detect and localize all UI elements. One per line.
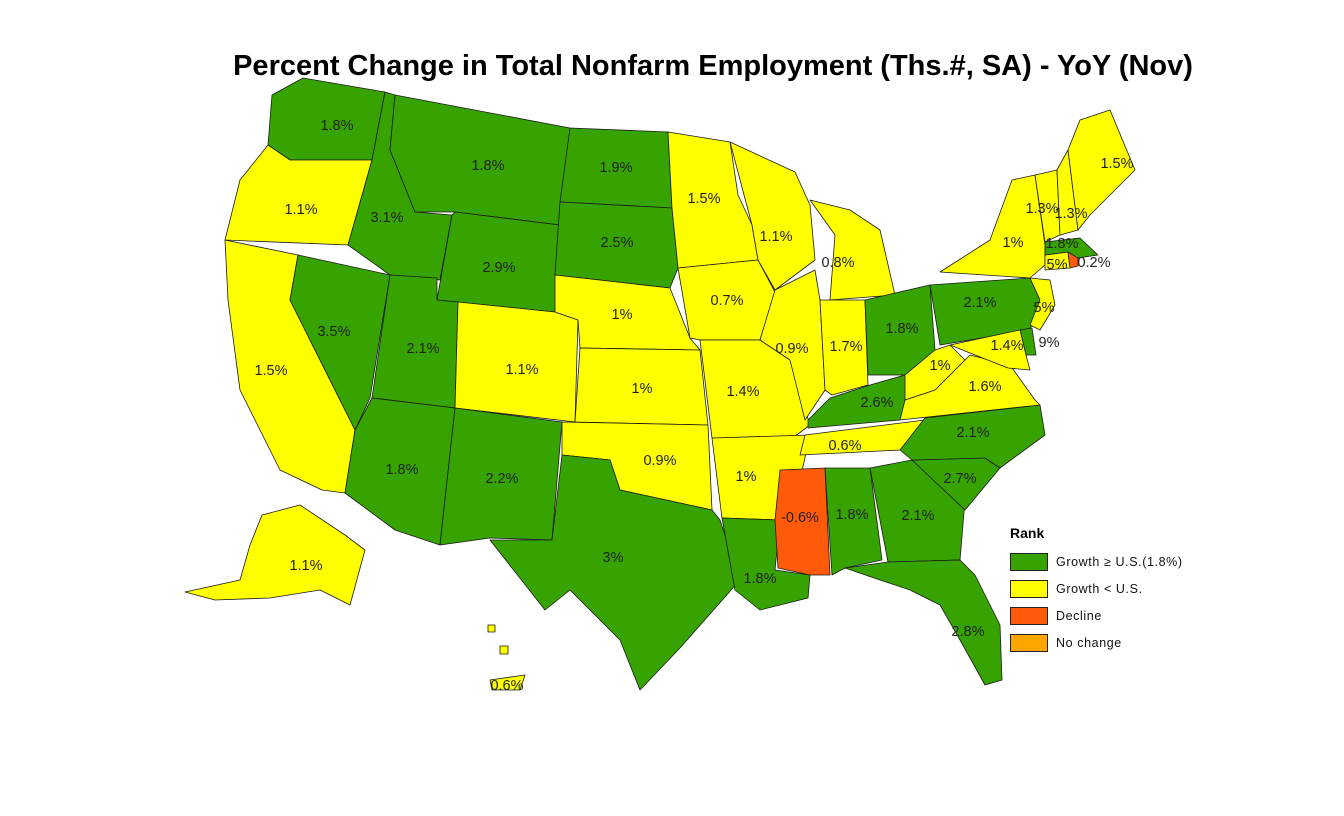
state-label-hi: 0.6% (490, 678, 523, 694)
state-wi (729, 141, 816, 291)
state-label-nm: 2.2% (485, 471, 518, 487)
state-label-sd: 2.5% (600, 235, 633, 251)
legend-item-above-us: Growth ≥ U.S.(1.8%) (1010, 548, 1183, 575)
state-fl (844, 559, 1003, 686)
state-label-nv: 3.5% (317, 324, 350, 340)
state-label-la: 1.8% (743, 571, 776, 587)
state-label-ri: 0.2% (1077, 255, 1110, 271)
state-in (819, 299, 869, 396)
state-label-co: 1.1% (505, 362, 538, 378)
state-label-mn: 1.5% (687, 191, 720, 207)
state-label-or: 1.1% (284, 202, 317, 218)
state-label-az: 1.8% (385, 462, 418, 478)
state-label-in: 1.7% (829, 339, 862, 355)
state-nv (289, 254, 391, 431)
state-nj (1029, 277, 1056, 331)
legend: Rank Growth ≥ U.S.(1.8%) Growth < U.S. Dec… (1010, 525, 1183, 656)
state-label-il: 0.9% (775, 341, 808, 357)
legend-swatch (1010, 552, 1048, 571)
state-label-ca: 1.5% (254, 363, 287, 379)
legend-label: No change (1056, 635, 1122, 650)
legend-item-decline: Decline (1010, 602, 1183, 629)
state-label-ok: 0.9% (643, 453, 676, 469)
legend-label: Decline (1056, 608, 1102, 623)
state-label-ct: 5% (1047, 257, 1068, 273)
state-label-ar: 1% (736, 469, 757, 485)
state-co (454, 301, 579, 423)
state-label-de: 9% (1039, 335, 1060, 351)
state-label-nc: 2.1% (956, 425, 989, 441)
state-label-mo: 1.4% (726, 384, 759, 400)
state-sd (554, 201, 679, 289)
state-label-ut: 2.1% (406, 341, 439, 357)
state-label-tn: 0.6% (828, 438, 861, 454)
state-label-pa: 2.1% (963, 295, 996, 311)
state-label-vt: 1.3% (1025, 201, 1058, 217)
state-label-ky: 2.6% (860, 395, 893, 411)
state-label-wy: 2.9% (482, 260, 515, 276)
legend-rows: Growth ≥ U.S.(1.8%) Growth < U.S. Decline N… (1010, 548, 1183, 656)
state-tx (489, 454, 741, 691)
state-label-va: 1.6% (968, 379, 1001, 395)
state-il (759, 269, 826, 421)
state-label-wv: 1% (930, 358, 951, 374)
state-mi (809, 199, 896, 301)
state-label-ms: -0.6% (781, 510, 819, 526)
state-ny (939, 174, 1046, 279)
state-label-ma: 1.8% (1045, 236, 1078, 252)
state-label-nd: 1.9% (599, 160, 632, 176)
legend-title: Rank (1010, 525, 1045, 541)
state-label-tx: 3% (603, 550, 624, 566)
state-wv (904, 344, 966, 401)
state-shapes (184, 77, 1136, 691)
state-label-wi: 1.1% (759, 229, 792, 245)
state-md (949, 329, 1031, 371)
state-label-id: 3.1% (370, 210, 403, 226)
state-me (1067, 109, 1136, 231)
state-label-ks: 1% (632, 381, 653, 397)
state-nm (439, 407, 563, 546)
legend-swatch (1010, 606, 1048, 625)
state-al (824, 467, 883, 576)
state-label-md: 1.4% (990, 338, 1023, 354)
state-label-nh: 1.3% (1054, 206, 1087, 222)
state-label-ia: 0.7% (710, 293, 743, 309)
legend-swatch (1010, 633, 1048, 652)
state-ma (1044, 237, 1099, 259)
state-label-mt: 1.8% (471, 158, 504, 174)
state-label-ne: 1% (612, 307, 633, 323)
state-label-sc: 2.7% (943, 471, 976, 487)
state-label-nj: 5% (1034, 300, 1055, 316)
state-label-oh: 1.8% (885, 321, 918, 337)
state-label-wa: 1.8% (320, 118, 353, 134)
state-hi (487, 624, 526, 691)
state-label-me: 1.5% (1100, 156, 1133, 172)
state-label-al: 1.8% (835, 507, 868, 523)
state-label-ga: 2.1% (901, 508, 934, 524)
legend-swatch (1010, 579, 1048, 598)
state-nc (899, 404, 1046, 469)
state-label-fl: 2.8% (951, 624, 984, 640)
legend-item-no-change: No change (1010, 629, 1183, 656)
legend-label: Growth ≥ U.S.(1.8%) (1056, 554, 1183, 569)
map-title: Percent Change in Total Nonfarm Employme… (233, 50, 1193, 82)
legend-label: Growth < U.S. (1056, 581, 1143, 596)
state-label-ak: 1.1% (289, 558, 322, 574)
state-label-ny: 1% (1003, 235, 1024, 251)
state-labels: 1.8% 1.1% 1.5% 3.1% 3.5% 1.8% 2.9% 2.1% 1.8% 1.1%… (254, 118, 1133, 694)
state-label-mi: 0.8% (821, 255, 854, 271)
state-ak (184, 504, 366, 606)
state-or (224, 144, 373, 246)
legend-item-below-us: Growth < U.S. (1010, 575, 1183, 602)
